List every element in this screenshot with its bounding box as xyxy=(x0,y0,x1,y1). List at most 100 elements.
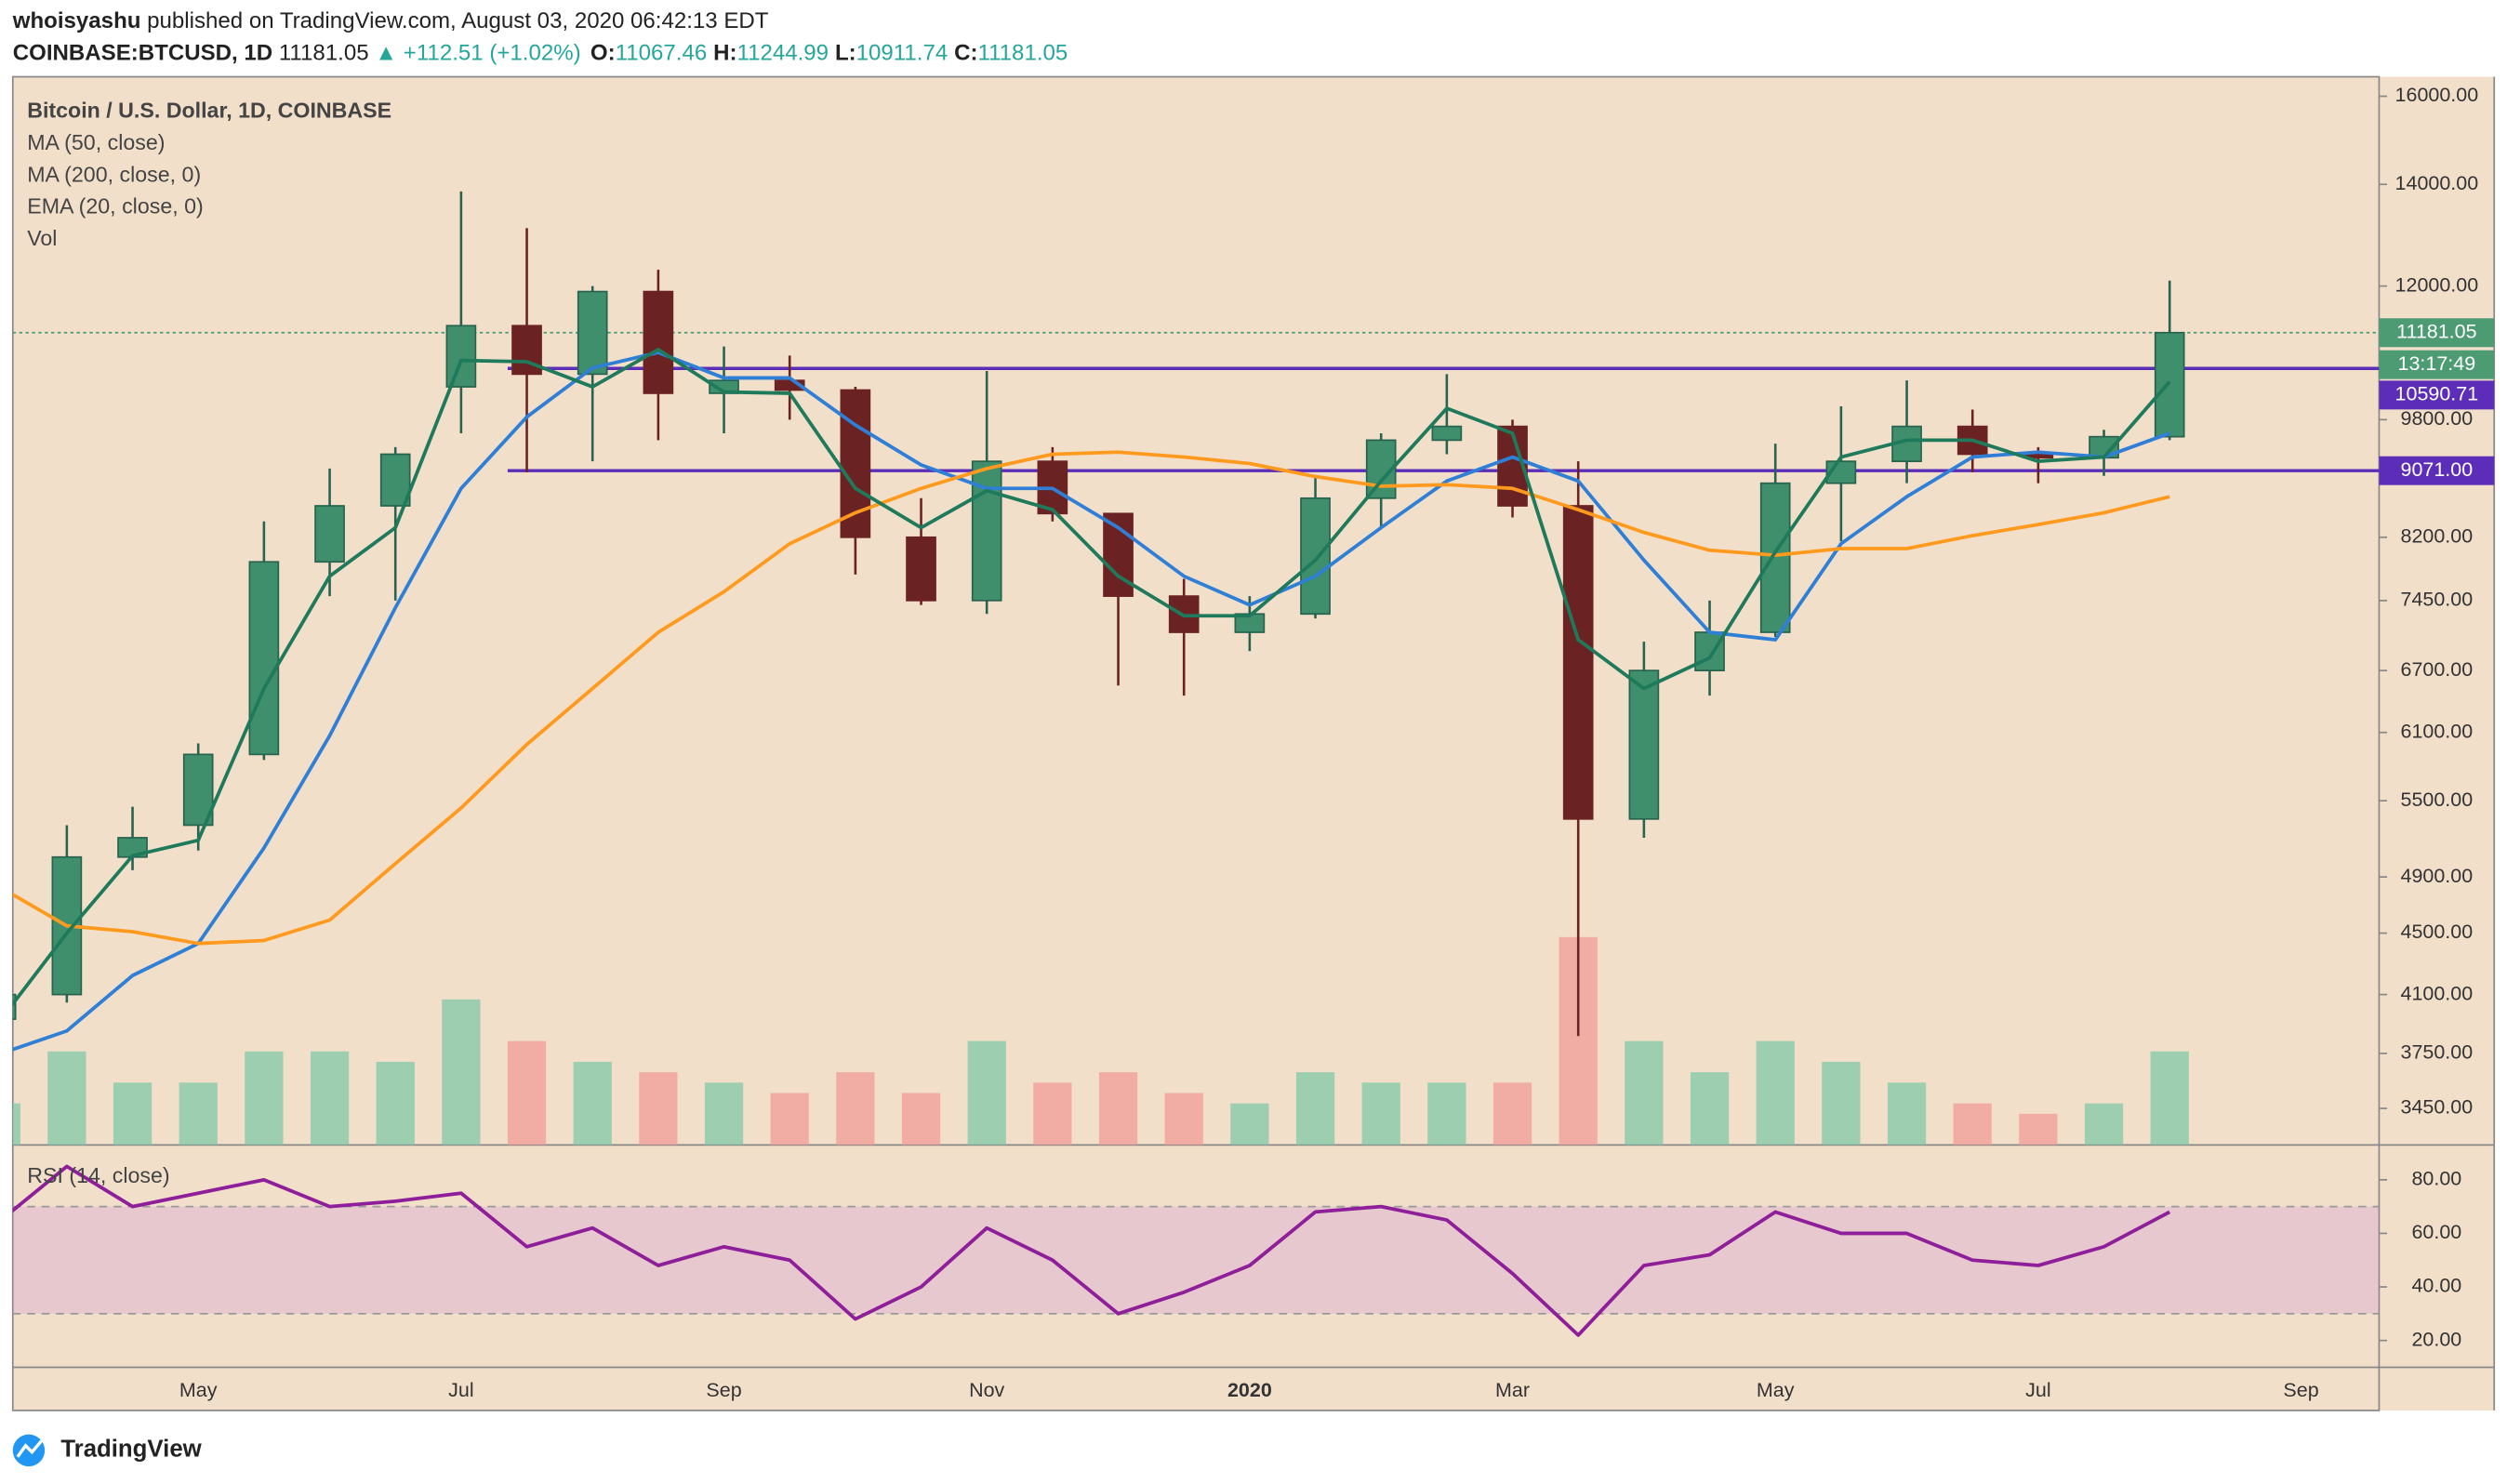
legend-entry: Vol xyxy=(27,226,57,250)
x-tick-label: May xyxy=(179,1379,218,1401)
volume-bar xyxy=(1230,1103,1269,1146)
volume-bar xyxy=(1295,1072,1335,1146)
volume-bar xyxy=(113,1082,153,1146)
x-tick-label: 2020 xyxy=(1227,1379,1272,1401)
y-tick-label: 3450.00 xyxy=(2401,1096,2474,1119)
volume-bar xyxy=(1756,1040,1795,1146)
legend-title: Bitcoin / U.S. Dollar, 1D, COINBASE xyxy=(27,99,391,123)
y-tick-label: 4900.00 xyxy=(2401,865,2474,887)
volume-bar xyxy=(12,1103,20,1146)
candle-body xyxy=(577,290,608,376)
volume-bar xyxy=(1164,1093,1203,1146)
frame xyxy=(11,75,2381,1411)
candle-body xyxy=(1759,482,1791,633)
y-tick-label: 9800.00 xyxy=(2401,407,2474,430)
volume-bar xyxy=(1492,1082,1532,1146)
quote-value: 10911.74 xyxy=(856,41,948,66)
quote-line: COINBASE:BTCUSD, 1D 11181.05 ▲ +112.51 (… xyxy=(13,41,1068,66)
y-tick-label: 4500.00 xyxy=(2401,921,2474,943)
rsi-tick-label: 60.00 xyxy=(2411,1221,2461,1243)
volume-bar xyxy=(1690,1072,1730,1146)
ma-line xyxy=(12,450,2170,946)
author: whoisyashu xyxy=(12,8,141,33)
volume-bar xyxy=(1953,1103,1992,1146)
volume-bar xyxy=(2019,1113,2058,1146)
main-pane xyxy=(12,191,2380,1146)
volume-bar xyxy=(1887,1082,1927,1146)
last-price: 11181.05 xyxy=(279,41,369,66)
candle-body xyxy=(248,561,280,756)
footer-brand: TradingView xyxy=(60,1437,202,1463)
level-label: 10590.71 xyxy=(2395,383,2479,405)
candle-body xyxy=(1628,669,1660,820)
rsi-band xyxy=(12,1206,2380,1314)
countdown-label-box xyxy=(2379,350,2495,379)
volume-bar xyxy=(1033,1082,1072,1146)
rsi-legend: RSI (14, close) xyxy=(27,1163,169,1187)
y-tick-label: 8200.00 xyxy=(2401,524,2474,547)
y-tick-label: 4100.00 xyxy=(2401,982,2474,1004)
x-tick-label: Nov xyxy=(969,1379,1004,1401)
volume-bar xyxy=(573,1061,612,1146)
last-price-label-box xyxy=(2379,318,2495,348)
volume-bar xyxy=(770,1093,809,1146)
chart-background xyxy=(12,76,2495,1411)
rsi-tick-label: 80.00 xyxy=(2411,1168,2461,1190)
logo-mark xyxy=(16,1439,44,1458)
y-tick-label: 16000.00 xyxy=(2395,84,2479,106)
candle-body xyxy=(182,753,214,827)
volume-bar xyxy=(967,1040,1006,1146)
volume-bar xyxy=(836,1072,875,1146)
candle-body xyxy=(445,325,477,388)
header-line: whoisyashu published on TradingView.com,… xyxy=(12,8,769,33)
y-tick-label: 7450.00 xyxy=(2401,589,2474,611)
volume-bar xyxy=(1822,1061,1861,1146)
change: ▲ +112.51 (+1.02%) xyxy=(375,41,580,66)
candle-body xyxy=(840,389,871,538)
candle-body xyxy=(906,536,936,602)
volume-bar xyxy=(1625,1040,1664,1146)
volume-bar xyxy=(47,1051,86,1146)
candle-body xyxy=(379,453,411,507)
candle-body xyxy=(1365,439,1397,499)
x-tick-label: Sep xyxy=(2283,1379,2318,1401)
y-tick-label: 3750.00 xyxy=(2401,1041,2474,1064)
y-tick-label: 5500.00 xyxy=(2401,788,2474,811)
candle-body xyxy=(1562,505,1594,820)
candle-body xyxy=(1694,631,1725,672)
volume-bar xyxy=(1427,1082,1466,1146)
rsi-tick-label: 40.00 xyxy=(2411,1275,2461,1297)
symbol: COINBASE:BTCUSD, 1D xyxy=(13,41,272,66)
volume-bar xyxy=(1098,1072,1138,1146)
rsi-pane xyxy=(12,1164,2380,1337)
quote-label: L: xyxy=(835,41,856,66)
plot-frame xyxy=(11,75,2496,1411)
legend-entry: MA (50, close) xyxy=(27,130,165,154)
volume-bar xyxy=(507,1040,547,1146)
candle-body xyxy=(1431,425,1463,442)
y-tick-label: 6700.00 xyxy=(2401,658,2474,681)
volume-bar xyxy=(245,1051,284,1146)
x-tick-label: Mar xyxy=(1495,1379,1530,1401)
countdown-label: 13:17:49 xyxy=(2398,352,2476,375)
candle-body xyxy=(774,379,805,391)
volume-bar xyxy=(901,1093,941,1146)
level-label: 9071.00 xyxy=(2401,458,2474,481)
legend-entry: EMA (20, close, 0) xyxy=(27,194,204,219)
candle-body xyxy=(314,505,345,563)
quote-label: H: xyxy=(713,41,736,66)
footer-logo xyxy=(12,1434,46,1467)
volume-bar xyxy=(442,999,481,1146)
ma-line xyxy=(12,347,2171,1007)
volume-bar xyxy=(2150,1051,2189,1146)
volume-bar xyxy=(179,1082,218,1146)
level-label-box xyxy=(2379,380,2495,410)
quote-value: 11181.05 xyxy=(977,41,1068,66)
volume-bar xyxy=(639,1072,678,1146)
volume-bar xyxy=(704,1082,744,1146)
last-price-label: 11181.05 xyxy=(2396,320,2476,342)
candle-body xyxy=(2154,331,2185,438)
rsi-line xyxy=(12,1164,2171,1337)
ma-line xyxy=(12,351,2170,1052)
